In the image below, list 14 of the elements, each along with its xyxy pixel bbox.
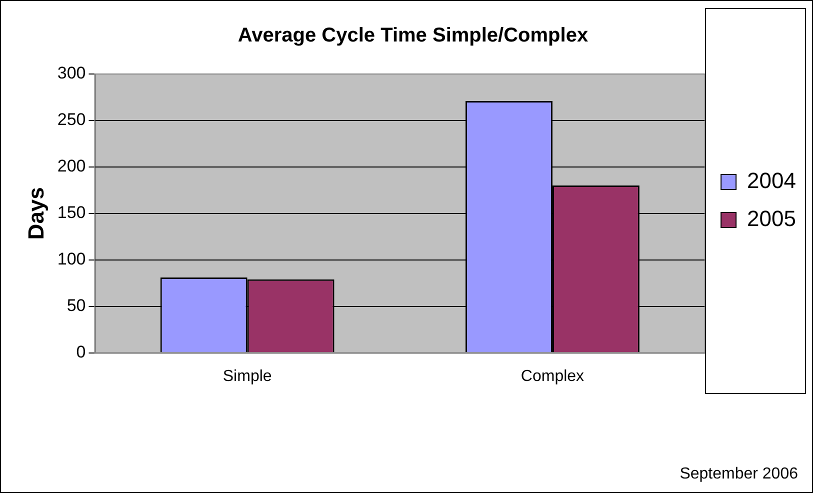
- y-tick-label: 150: [57, 203, 86, 222]
- y-tick-label: 200: [57, 156, 86, 176]
- x-tick-label: Simple: [222, 368, 272, 385]
- legend-label: 2005: [747, 206, 796, 232]
- chart-title: Average Cycle Time Simple/Complex: [238, 24, 588, 47]
- x-tick-label: Complex: [520, 368, 584, 385]
- y-tick-label: 50: [66, 296, 86, 316]
- y-tick-label: 300: [57, 64, 86, 83]
- text: September 2006: [680, 465, 798, 482]
- y-tick-label: 100: [57, 250, 86, 269]
- y-axis-title: Days: [23, 187, 48, 240]
- y-tick-label: 0: [76, 342, 86, 362]
- legend-label: 2004: [747, 168, 796, 194]
- y-tick-label: 250: [57, 110, 86, 130]
